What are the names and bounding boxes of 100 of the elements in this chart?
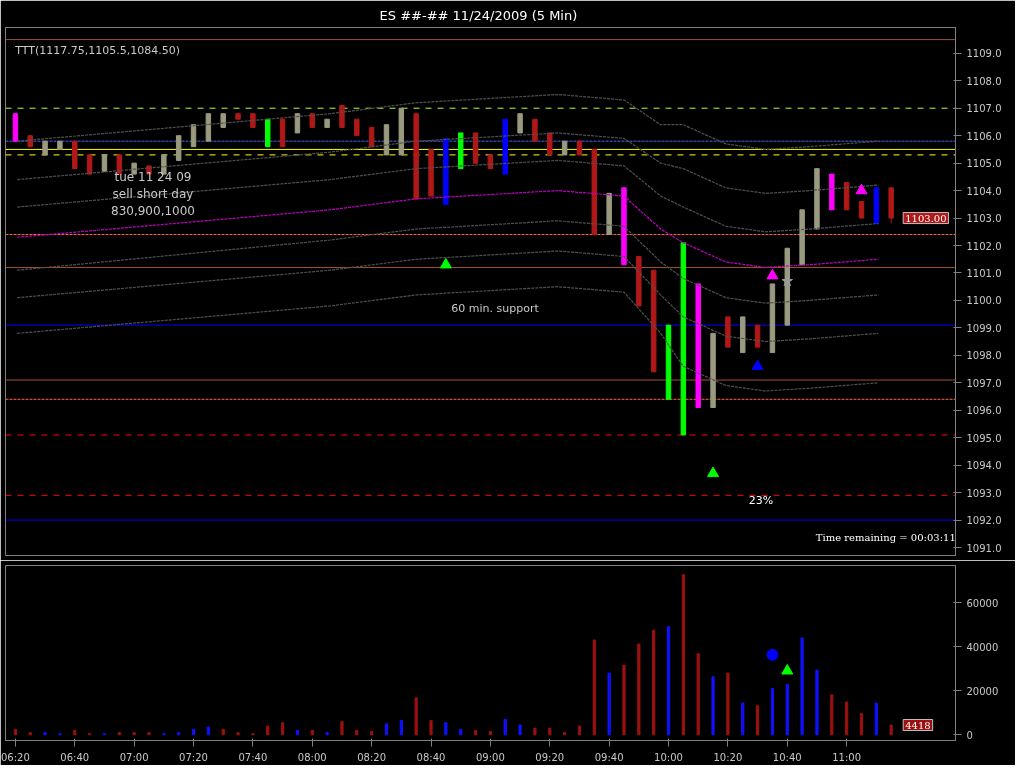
- y-tick-label: 1106.0: [966, 130, 1002, 142]
- annotation: Time remaining = 00:03:11: [815, 531, 956, 543]
- y-tick-label: 1101.0: [966, 267, 1002, 279]
- x-tick-label: 08:20: [357, 751, 387, 763]
- candlestick: [532, 118, 538, 142]
- bar: [206, 726, 210, 736]
- bar: [13, 728, 17, 736]
- bar: [607, 672, 611, 736]
- x-tick-label: 07:00: [119, 751, 149, 763]
- bar: [741, 702, 745, 736]
- x-tick-label: 09:20: [535, 751, 565, 763]
- bar: [310, 729, 314, 736]
- bar: [325, 732, 329, 736]
- bar: [681, 574, 685, 736]
- bar: [548, 727, 552, 736]
- bar: [370, 730, 374, 736]
- bar: [117, 732, 121, 736]
- bar: [191, 728, 196, 736]
- y-tick-label: 1105.0: [966, 158, 1002, 170]
- x-tick-label: 07:40: [238, 751, 268, 763]
- bar: [340, 721, 344, 736]
- bar: [414, 697, 418, 736]
- x-tick-label: 08:00: [297, 751, 327, 763]
- x-tick-label: 11:00: [832, 751, 862, 763]
- bar: [577, 725, 582, 736]
- line-series: [16, 93, 879, 151]
- bar: [43, 732, 47, 736]
- bar: [429, 719, 433, 736]
- bar: [755, 705, 760, 736]
- y-tick-label: 1104.0: [966, 185, 1002, 197]
- bar: [399, 719, 403, 736]
- bar: [73, 729, 77, 736]
- y-tick-label: 1099.0: [966, 322, 1002, 334]
- bar: [711, 676, 715, 736]
- bar: [770, 687, 775, 736]
- candlestick: [754, 324, 761, 348]
- candlestick: [368, 126, 375, 148]
- bar: [830, 694, 834, 736]
- y-tick-label: 1109.0: [966, 48, 1002, 60]
- line-series: [16, 220, 879, 304]
- y-tick-label: 1094.0: [966, 460, 1002, 472]
- bar: [384, 723, 389, 736]
- y-tick-label: 0: [966, 729, 973, 741]
- bar: [295, 729, 300, 736]
- y-tick-label: 1103.0: [966, 213, 1002, 225]
- point: [781, 275, 794, 287]
- bar: [147, 732, 151, 736]
- x-tick-label: 10:20: [713, 751, 743, 763]
- x-tick-label: 08:40: [416, 751, 446, 763]
- bar: [533, 727, 537, 736]
- bar: [266, 725, 270, 736]
- line-series: [16, 286, 879, 392]
- bar: [785, 684, 789, 736]
- bar: [236, 732, 240, 736]
- x-tick-label: 06:20: [0, 751, 30, 763]
- point: [766, 268, 779, 280]
- bar: [845, 701, 849, 736]
- x-tick-label: 09:00: [475, 751, 505, 763]
- y-tick-label: 1096.0: [966, 405, 1002, 417]
- candlestick: [86, 154, 93, 175]
- point: [439, 257, 452, 269]
- chart-title: ES ##-## 11/24/2009 (5 Min): [379, 7, 578, 23]
- y-tick-label: 1095.0: [966, 432, 1002, 444]
- annotation: 60 min. support: [451, 301, 540, 315]
- bar: [503, 718, 507, 736]
- bar: [444, 722, 448, 736]
- bar: [518, 724, 522, 736]
- bar: [666, 626, 671, 736]
- bar: [280, 722, 285, 736]
- bar: [637, 643, 641, 736]
- y-tick-label: 1102.0: [966, 240, 1002, 252]
- bar: [622, 664, 626, 736]
- annotation: 1103.00: [905, 212, 947, 224]
- y-tick-label: 1097.0: [966, 377, 1002, 389]
- point: [751, 359, 764, 370]
- bar: [221, 728, 225, 736]
- bar: [859, 713, 864, 736]
- bar: [177, 732, 181, 736]
- bar: [800, 637, 804, 736]
- bar: [815, 669, 819, 736]
- annotation: 23%: [748, 494, 774, 508]
- y-tick-label: 20000: [966, 685, 999, 697]
- bar: [696, 653, 700, 736]
- y-tick-label: 1100.0: [966, 295, 1002, 307]
- y-tick-label: 1091.0: [966, 542, 1002, 554]
- bar: [488, 730, 493, 736]
- bar: [726, 672, 730, 736]
- line-series: [16, 250, 879, 343]
- y-tick-label: 1093.0: [966, 487, 1002, 499]
- candlestick: [190, 124, 197, 148]
- candlestick: [339, 104, 345, 128]
- x-tick-label: 07:20: [179, 751, 208, 763]
- y-tick-label: 1098.0: [966, 350, 1002, 362]
- candlestick: [517, 113, 523, 134]
- bar: [132, 732, 136, 736]
- bar: [473, 729, 478, 736]
- annotation: 4418: [905, 719, 931, 731]
- bar: [355, 729, 359, 736]
- bar: [459, 728, 463, 736]
- y-tick-label: 1092.0: [966, 515, 1002, 527]
